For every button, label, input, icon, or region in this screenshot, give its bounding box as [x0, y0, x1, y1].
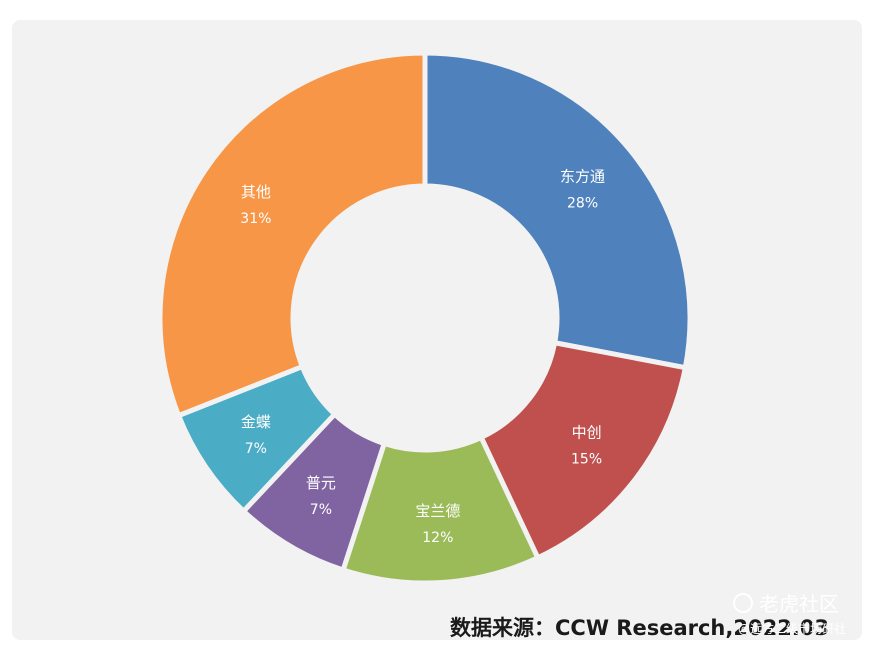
slice-value-3: 7%	[310, 502, 332, 518]
slice-label-5: 其他	[241, 183, 271, 201]
slice-label-4: 金蝶	[241, 413, 271, 431]
paw-icon	[733, 592, 753, 613]
donut-chart: 东方通 28% 中创 15% 宝兰德 12% 普元 7% 金蝶 7% 其他 31%	[157, 50, 693, 586]
watermark-title: 老虎社区	[759, 592, 839, 616]
slice-label-0: 东方通	[560, 168, 605, 186]
donut-slice-1	[478, 340, 688, 561]
slice-value-2: 12%	[422, 530, 453, 546]
donut-slice-0	[422, 50, 693, 371]
slice-value-1: 15%	[571, 451, 602, 467]
slice-label-3: 普元	[306, 474, 336, 492]
slice-value-0: 28%	[567, 196, 598, 212]
source-note: 数据来源：CCW Research,2022.03	[450, 616, 830, 640]
slice-label-1: 中创	[572, 423, 602, 441]
chart-card: 东方通 28% 中创 15% 宝兰德 12% 普元 7% 金蝶 7% 其他 31%	[12, 20, 862, 640]
watermark-sub: @远方二级市场研社	[738, 622, 847, 636]
slice-value-5: 31%	[240, 211, 271, 227]
watermark-main: 老虎社区	[733, 588, 839, 617]
slice-label-2: 宝兰德	[415, 502, 460, 520]
slice-value-4: 7%	[245, 441, 267, 457]
donut-slice-5	[157, 50, 428, 419]
